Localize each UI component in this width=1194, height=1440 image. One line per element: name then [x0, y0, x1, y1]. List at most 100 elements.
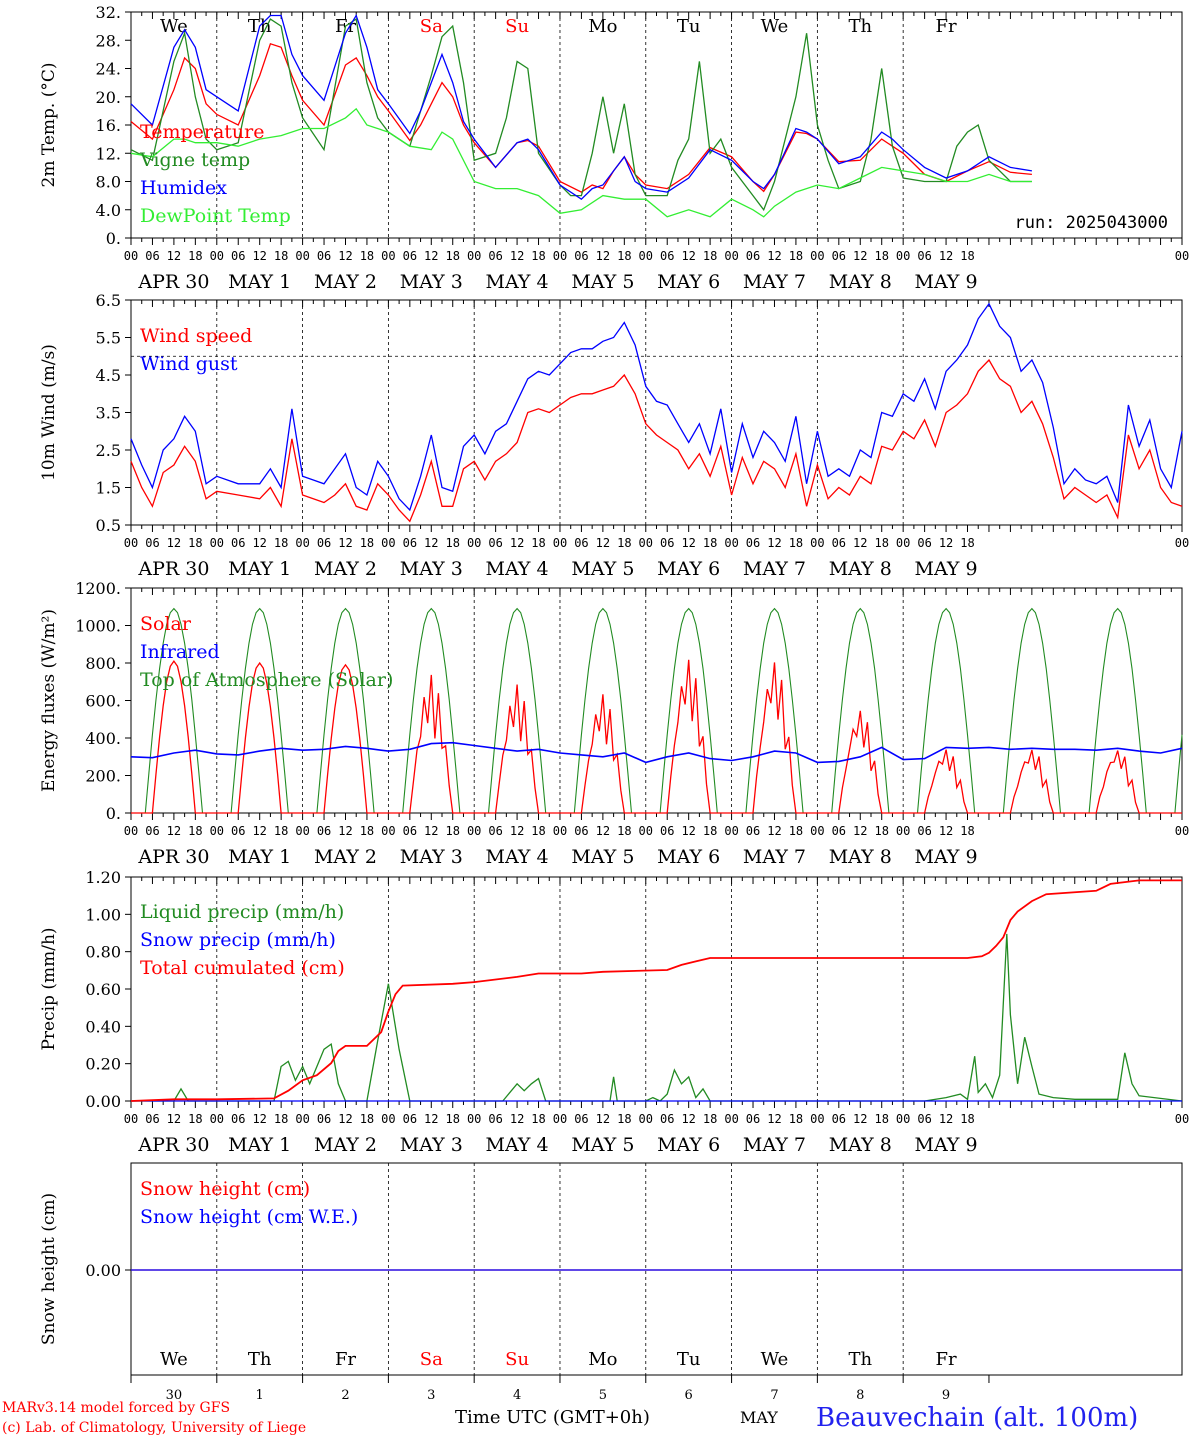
hour-tick-label: 06 [746, 1112, 760, 1126]
hour-tick-label: 12 [252, 1112, 266, 1126]
hour-tick-label: 12 [939, 1112, 953, 1126]
hour-tick-label: 12 [167, 249, 181, 263]
hour-tick-label: 12 [767, 1112, 781, 1126]
hour-tick-label: 06 [832, 1112, 846, 1126]
day-number-label: 1 [256, 1388, 264, 1403]
hour-tick-label: 18 [188, 824, 202, 838]
hour-tick-label: 00 [381, 1112, 395, 1126]
series-vigne-temp [130, 18, 1032, 212]
date-label: MAY 1 [228, 558, 291, 580]
plot-frame [130, 587, 1183, 814]
y-tick-label: 1.20 [85, 868, 121, 887]
hour-tick-label: 06 [660, 536, 674, 550]
hour-tick-label: 18 [874, 1112, 888, 1126]
y-tick-label: 0.00 [85, 1092, 121, 1111]
hour-tick-label: 12 [338, 536, 352, 550]
date-label: MAY 5 [571, 846, 634, 868]
hour-tick-label: 00 [210, 249, 224, 263]
hour-tick-label: 18 [617, 824, 631, 838]
hour-tick-label: 00 [210, 536, 224, 550]
y-tick-label: 0.20 [85, 1055, 121, 1074]
plot-frame [130, 1162, 1183, 1376]
legend-entry: Snow precip (mm/h) [140, 929, 336, 951]
hour-tick-label: 00 [724, 249, 738, 263]
weekday-label: Fr [335, 1349, 356, 1370]
hour-tick-label: 06 [145, 1112, 159, 1126]
date-label: MAY 4 [486, 1134, 549, 1156]
hour-tick-label: 00 [1175, 249, 1189, 263]
hour-tick-label: 12 [939, 536, 953, 550]
hour-tick-label: 12 [853, 824, 867, 838]
hour-tick-label: 06 [488, 536, 502, 550]
date-label: MAY 1 [228, 1134, 291, 1156]
panel-2: 0.5 1.5 2.5 3.5 4.5 5.5 6.5 10m Wind (m/s) 00 06 1… [39, 291, 1189, 580]
date-label: APR 30 [137, 558, 209, 580]
hour-tick-label: 00 [295, 1112, 309, 1126]
y-tick-label: 2.5 [96, 441, 121, 460]
hour-tick-label: 18 [531, 249, 545, 263]
hour-tick-label: 18 [617, 536, 631, 550]
date-label: MAY 7 [743, 271, 806, 293]
date-label: MAY 6 [657, 846, 720, 868]
legend-entry: Temperature [140, 121, 264, 143]
hour-tick-label: 18 [188, 536, 202, 550]
date-label: MAY 3 [400, 558, 463, 580]
y-tick-label: 6.5 [96, 291, 121, 310]
chart-panels: 0.4.08.012.16.20.24.28.32.2m Temp. (°C)0… [39, 3, 1189, 1403]
legend-entry: Wind gust [140, 353, 238, 375]
y-tick-label: 800. [85, 654, 121, 673]
hour-tick-label: 18 [960, 824, 974, 838]
hour-tick-label: 12 [510, 1112, 524, 1126]
hour-tick-label: 18 [960, 1112, 974, 1126]
hour-tick-label: 18 [617, 1112, 631, 1126]
date-label: MAY 6 [657, 1134, 720, 1156]
hour-tick-label: 06 [574, 536, 588, 550]
panel-1: 0. 4.0 8.0 12. 16. 20. 24. 28. 32. 2m Temp. (°C) 0… [39, 3, 1189, 293]
hour-tick-label: 12 [939, 824, 953, 838]
weekday-label: Th [848, 1349, 872, 1370]
hour-tick-label: 12 [767, 824, 781, 838]
series-wind-speed [130, 358, 1183, 523]
series-wind-gust [130, 302, 1183, 512]
hour-tick-label: 12 [767, 536, 781, 550]
plot-frame [130, 299, 1183, 526]
hour-tick-label: 12 [252, 536, 266, 550]
hour-tick-label: 18 [446, 536, 460, 550]
hour-tick-label: 00 [810, 249, 824, 263]
y-tick-label: 0. [106, 804, 121, 823]
date-label: MAY 2 [314, 1134, 377, 1156]
hour-tick-label: 06 [917, 1112, 931, 1126]
day-number-label: 4 [513, 1388, 521, 1403]
y-axis-label: Energy fluxes (W/m²) [39, 609, 59, 792]
hour-tick-label: 06 [660, 824, 674, 838]
date-label: MAY 9 [915, 558, 978, 580]
y-tick-label: 16. [96, 116, 121, 135]
panel-3: 0. 200. 400. 600. 800. 1000. 1200. Energy fluxe… [39, 579, 1189, 868]
date-label: MAY 4 [486, 271, 549, 293]
hour-tick-label: 00 [210, 824, 224, 838]
y-tick-label: 0.80 [85, 943, 121, 962]
hour-tick-label: 18 [874, 536, 888, 550]
date-label: MAY 6 [657, 558, 720, 580]
hour-tick-label: 00 [124, 824, 138, 838]
lab-credit: (c) Lab. of Climatology, University of L… [2, 1420, 306, 1436]
weekday-label: Tu [677, 16, 701, 37]
y-tick-label: 600. [85, 692, 121, 711]
hour-tick-label: 12 [510, 249, 524, 263]
hour-tick-label: 00 [295, 249, 309, 263]
y-tick-label: 1.00 [85, 905, 121, 924]
y-tick-label: 200. [85, 767, 121, 786]
y-axis-label: Snow height (cm) [39, 1193, 59, 1345]
hour-tick-label: 00 [467, 1112, 481, 1126]
date-label: MAY 9 [915, 846, 978, 868]
hour-tick-label: 00 [639, 1112, 653, 1126]
y-tick-label: 400. [85, 729, 121, 748]
hour-tick-label: 06 [746, 536, 760, 550]
weekday-label: We [160, 16, 188, 37]
hour-tick-label: 06 [574, 249, 588, 263]
hour-tick-label: 06 [317, 536, 331, 550]
day-number-label: 5 [599, 1388, 607, 1403]
weekday-label: Fr [936, 1349, 957, 1370]
hour-tick-label: 06 [231, 536, 245, 550]
y-tick-label: 0. [106, 229, 121, 248]
